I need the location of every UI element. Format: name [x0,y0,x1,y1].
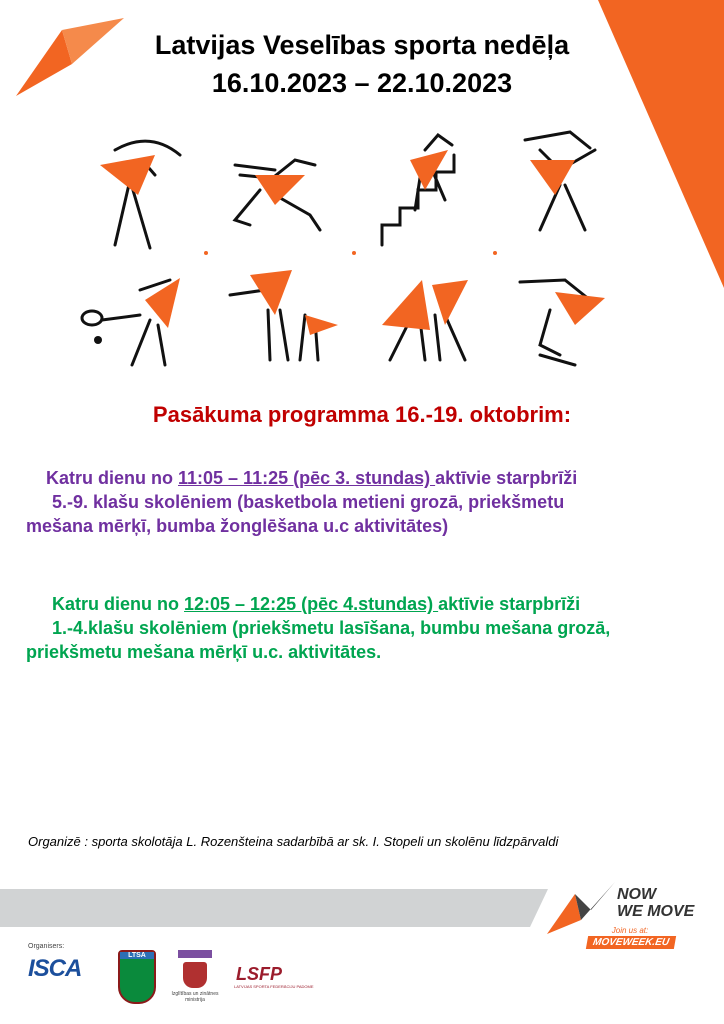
join-label: Join us at: [611,926,649,935]
block2-time: 12:05 – 12:25 (pēc 4.stundas) [184,594,439,614]
block1-prefix: Katru dienu no [46,468,178,488]
figure-dancing-pair [382,280,468,362]
ministry-bar [178,950,212,958]
figure-stretching [100,139,182,250]
lsfp-sub: LATVIJAS SPORTA FEDERĀCIJU PADOME [234,984,314,989]
nwm-line2: WE MOVE [617,903,695,920]
corner-triangle-top-right [598,0,724,288]
figure-skating-pair [228,270,338,362]
figure-tennis [80,278,180,367]
organisers-label: Organisers: [28,943,65,950]
now-we-move-logo: NOW WE MOVE Join us at: MOVEWEEK.EU [545,882,715,962]
block1-line2: 5.-9. klašu skolēniem (basketbola metien… [52,492,565,512]
figure-jumping [523,130,597,232]
program-block-senior: Katru dienu no 11:05 – 11:25 (pēc 3. stu… [26,466,708,538]
moveweek-link[interactable]: MOVEWEEK.EU [585,936,677,949]
title-line-2: 16.10.2023 – 22.10.2023 [211,68,513,98]
block2-prefix: Katru dienu no [52,594,184,614]
program-block-junior: Katru dienu no 12:05 – 12:25 (pēc 4.stun… [26,592,708,664]
title-line-1: Latvijas Veselības sporta nedēļa [154,30,570,60]
program-heading: Pasākuma programma 16.-19. oktobrim: [152,402,572,427]
sport-figures-illustration [80,130,605,367]
move-logo-top-left [16,18,124,96]
isca-logo: ISCA [28,955,82,982]
figure-skateboarding [518,278,605,367]
nwm-line1: NOW [617,886,657,903]
block1-time: 11:05 – 11:25 (pēc 3. stundas) [178,468,436,488]
ltsa-text: LTSA [120,952,154,959]
ministry-label: Izglītības un zinātnes ministrija [171,991,219,1003]
block2-line2: 1.-4.klašu skolēniem (priekšmetu lasīšan… [52,618,611,638]
ltsa-logo: LTSA [118,950,156,1004]
block1-line3: mešana mērķī, bumba žonglēšana u.c aktiv… [26,516,449,536]
grey-band [0,889,548,927]
block1-line1-rest: aktīvie starpbrīži [435,468,578,488]
block2-line3: priekšmetu mešana mērķī u.c. aktivitātes… [26,642,382,662]
figure-running [232,158,322,232]
organizer-note: Organizē : sporta skolotāja L. Rozenštei… [28,834,559,849]
decorative-shapes [16,0,724,288]
figure-stairs [380,132,456,247]
lsfp-logo: LSFP [236,964,283,984]
ministry-coat-of-arms [183,962,207,988]
block2-line1-rest: aktīvie starpbrīži [438,594,581,614]
move-arrow-icon [547,882,615,934]
